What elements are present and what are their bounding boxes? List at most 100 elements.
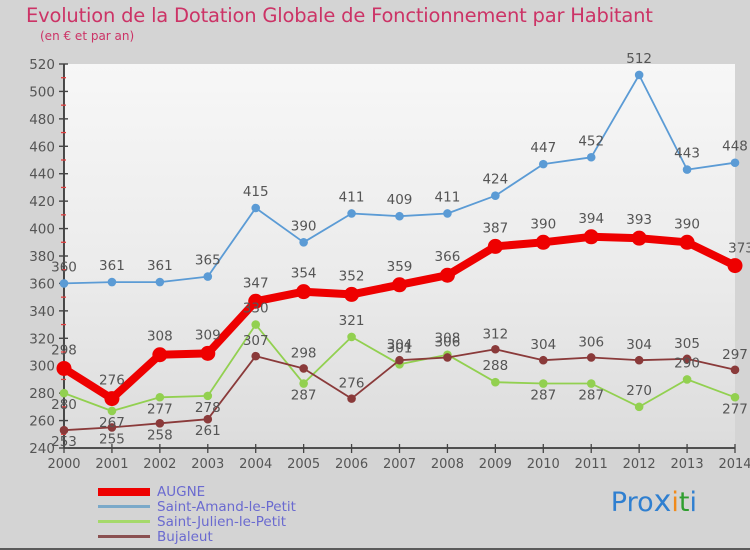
data-point[interactable] xyxy=(155,419,165,428)
data-point[interactable] xyxy=(443,353,452,362)
data-point[interactable] xyxy=(155,277,165,287)
legend-item-1[interactable]: Saint-Amand-le-Petit xyxy=(98,499,418,514)
data-point[interactable] xyxy=(347,332,356,342)
data-point[interactable] xyxy=(59,279,69,288)
data-point[interactable] xyxy=(107,406,117,416)
legend-label-saint-amand-le-petit: Saint-Amand-le-Petit xyxy=(157,498,296,515)
data-point[interactable] xyxy=(682,165,692,174)
data-point[interactable] xyxy=(104,391,120,407)
data-label: 276 xyxy=(339,376,365,392)
data-label: 448 xyxy=(722,139,748,155)
legend-swatch-saint-julien-le-petit xyxy=(98,520,150,523)
data-point[interactable] xyxy=(344,286,360,302)
data-point[interactable] xyxy=(299,237,308,247)
data-point[interactable] xyxy=(487,238,503,254)
legend-item-0[interactable]: AUGNE xyxy=(98,484,418,499)
x-tick-label: 2000 xyxy=(47,457,80,468)
data-point[interactable] xyxy=(107,423,117,432)
data-point[interactable] xyxy=(586,353,596,362)
data-point[interactable] xyxy=(299,364,308,373)
x-tick-label: 2014 xyxy=(718,457,750,468)
data-point[interactable] xyxy=(203,391,213,401)
data-point[interactable] xyxy=(730,365,740,375)
data-point[interactable] xyxy=(59,425,69,435)
data-label: 270 xyxy=(626,383,652,399)
data-point[interactable] xyxy=(347,394,356,403)
data-point[interactable] xyxy=(727,258,743,274)
data-label: 347 xyxy=(243,275,269,291)
data-point[interactable] xyxy=(152,347,168,363)
data-point[interactable] xyxy=(395,355,404,365)
data-label: 253 xyxy=(51,434,77,450)
data-point[interactable] xyxy=(56,360,72,376)
data-point[interactable] xyxy=(586,379,596,388)
data-point[interactable] xyxy=(586,152,596,162)
y-tick-label: 340 xyxy=(29,304,55,320)
data-point[interactable] xyxy=(248,293,264,309)
data-label: 276 xyxy=(99,373,125,389)
data-point[interactable] xyxy=(583,229,599,245)
data-point[interactable] xyxy=(538,379,548,388)
y-tick-label: 260 xyxy=(29,414,55,430)
legend-item-3[interactable]: Bujaleut xyxy=(98,529,418,544)
data-point[interactable] xyxy=(538,159,548,169)
data-point[interactable] xyxy=(730,158,740,168)
y-tick-label: 320 xyxy=(29,331,55,347)
data-label: 307 xyxy=(243,333,269,349)
data-point[interactable] xyxy=(251,320,261,329)
data-point[interactable] xyxy=(679,234,695,250)
data-point[interactable] xyxy=(682,354,692,364)
line-chart: 2402602803003203403603804004204404604805… xyxy=(29,51,750,468)
data-point[interactable] xyxy=(634,355,644,365)
x-tick-label: 2010 xyxy=(527,457,560,468)
x-tick-label: 2001 xyxy=(95,457,128,468)
logo-text-t: t xyxy=(678,487,690,518)
legend-label-bujaleut: Bujaleut xyxy=(157,528,213,545)
data-point[interactable] xyxy=(299,379,308,388)
data-label: 301 xyxy=(387,340,413,356)
data-point[interactable] xyxy=(251,351,261,361)
data-point[interactable] xyxy=(203,272,213,281)
data-point[interactable] xyxy=(443,209,452,218)
x-tick-label: 2007 xyxy=(383,457,416,468)
data-point[interactable] xyxy=(491,377,500,387)
data-label: 354 xyxy=(291,266,317,282)
data-label: 359 xyxy=(387,259,413,275)
data-point[interactable] xyxy=(107,277,117,287)
data-point[interactable] xyxy=(730,392,740,402)
data-point[interactable] xyxy=(538,355,548,365)
data-label: 352 xyxy=(339,268,365,284)
data-point[interactable] xyxy=(296,284,312,300)
data-label: 287 xyxy=(291,388,317,404)
data-point[interactable] xyxy=(251,203,261,213)
data-point[interactable] xyxy=(491,191,500,200)
data-point[interactable] xyxy=(634,70,644,80)
data-point[interactable] xyxy=(155,392,165,402)
data-label: 304 xyxy=(626,337,652,353)
data-point[interactable] xyxy=(347,209,356,218)
x-tick-label: 2004 xyxy=(239,457,272,468)
page-title: Evolution de la Dotation Globale de Fonc… xyxy=(26,4,653,27)
data-point[interactable] xyxy=(203,414,213,424)
data-point[interactable] xyxy=(631,230,647,246)
legend-swatch-saint-amand-le-petit xyxy=(98,505,150,508)
x-tick-label: 2011 xyxy=(575,457,608,468)
data-label: 287 xyxy=(578,388,604,404)
data-point[interactable] xyxy=(200,345,216,361)
data-point[interactable] xyxy=(634,402,644,412)
data-label: 304 xyxy=(387,337,413,353)
data-point[interactable] xyxy=(392,277,407,293)
y-tick-label: 300 xyxy=(29,359,55,375)
data-label: 288 xyxy=(482,358,508,374)
data-point[interactable] xyxy=(682,375,692,384)
proxiti-logo: Proxiti xyxy=(611,484,697,519)
chart-plot-area: 240 260 280 300 320 340 360 380 400 420 440 460 480 5… xyxy=(0,48,750,468)
data-point[interactable] xyxy=(59,388,69,398)
data-point[interactable] xyxy=(439,267,455,283)
data-point[interactable] xyxy=(535,234,551,250)
data-point[interactable] xyxy=(491,344,500,354)
legend-item-2[interactable]: Saint-Julien-le-Petit xyxy=(98,514,418,529)
data-point[interactable] xyxy=(395,211,404,221)
data-label: 312 xyxy=(482,326,508,342)
data-label: 297 xyxy=(722,347,748,363)
